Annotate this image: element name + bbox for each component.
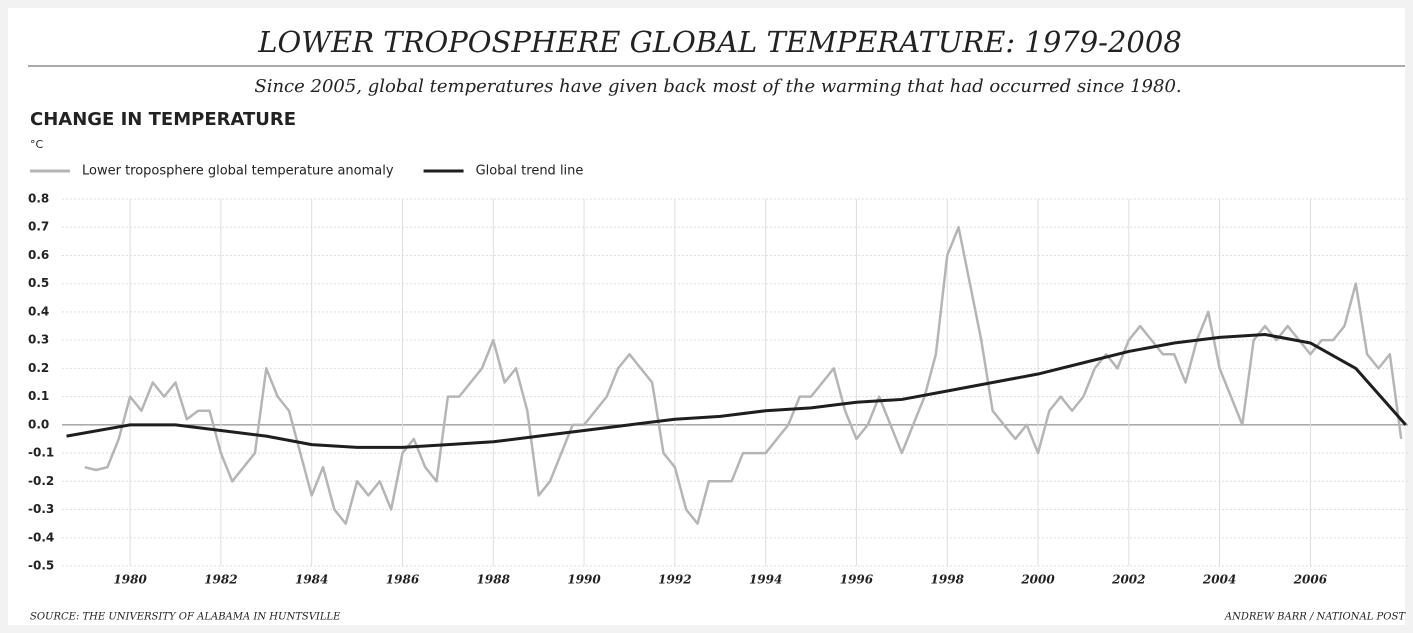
x-tick-label: 2004 — [1202, 573, 1236, 587]
legend-label: Lower troposphere global temperature ano… — [82, 164, 394, 179]
panel — [8, 8, 1405, 625]
x-tick-label: 1996 — [840, 573, 874, 587]
x-tick-label: 1998 — [931, 573, 965, 587]
y-tick-label: 0.6 — [28, 248, 49, 262]
x-tick-label: 1982 — [204, 573, 237, 587]
x-tick-label: 2000 — [1020, 573, 1055, 587]
legend-label: Global trend line — [476, 164, 584, 179]
anomaly-line — [84, 225, 1403, 525]
y-tick-label: 0.5 — [28, 276, 49, 290]
x-tick-label: 2002 — [1111, 573, 1145, 587]
y-tick-label: 0.7 — [28, 220, 49, 234]
y-tick-label: 0.2 — [28, 361, 49, 375]
x-tick-label: 1980 — [113, 573, 147, 587]
x-tick-label: 1990 — [567, 573, 601, 587]
y-tick-label: -0.4 — [28, 530, 54, 544]
y-tick-label: 0.4 — [28, 304, 49, 318]
x-tick-label: 1988 — [477, 573, 511, 587]
chart-subtitle: Since 2005, global temperatures have giv… — [254, 76, 1181, 97]
y-tick-label: 0.0 — [28, 417, 49, 431]
y-tick-label: 0.8 — [28, 192, 49, 206]
x-tick-label: 1994 — [749, 573, 782, 587]
x-tick-label: 1984 — [295, 573, 328, 587]
x-tick-label: 2006 — [1293, 573, 1328, 587]
chart-title: LOWER TROPOSPHERE GLOBAL TEMPERATURE: 19… — [257, 25, 1182, 59]
y-unit: °C — [30, 138, 44, 151]
y-tick-label: 0.1 — [28, 389, 49, 403]
y-tick-label: -0.5 — [28, 559, 54, 573]
y-tick-label: -0.2 — [28, 474, 54, 488]
x-tick-label: 1986 — [386, 573, 420, 587]
y-tick-label: 0.3 — [28, 333, 49, 347]
trend-line — [66, 333, 1407, 449]
credit: ANDREW BARR / NATIONAL POST — [1224, 612, 1406, 623]
y-axis-title: CHANGE IN TEMPERATURE — [30, 109, 296, 130]
x-tick-label: 1992 — [658, 573, 691, 587]
source: SOURCE: THE UNIVERSITY OF ALABAMA IN HUN… — [30, 612, 341, 623]
y-tick-label: -0.1 — [28, 446, 54, 460]
y-tick-label: -0.3 — [28, 502, 54, 516]
